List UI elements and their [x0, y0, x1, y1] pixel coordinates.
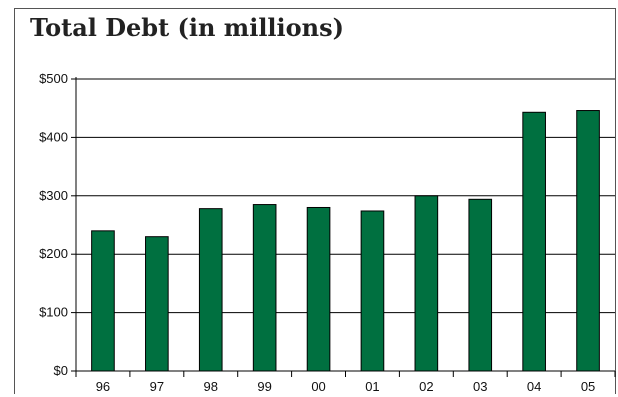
tick-labels: $0 $100 $200 $300 $400 $500 96 97 98 99 00 01 02 03 04… — [39, 71, 595, 394]
x-tick-label: 99 — [257, 379, 271, 394]
bar-98 — [198, 208, 223, 372]
y-tick-label: $200 — [39, 246, 68, 261]
x-tick-label: 00 — [311, 379, 325, 394]
bar-03 — [468, 198, 493, 372]
x-tick-label: 03 — [473, 379, 487, 394]
axes — [71, 77, 616, 377]
bars — [91, 110, 600, 372]
bar-96 — [91, 230, 115, 372]
y-tick-label: $400 — [39, 129, 68, 144]
x-tick-label: 05 — [581, 379, 595, 394]
bar-05 — [576, 110, 600, 372]
bar-97 — [145, 236, 169, 372]
bar-00 — [306, 206, 331, 372]
chart-frame — [14, 8, 616, 394]
y-tick-label: $100 — [39, 305, 68, 320]
x-tick-label: 96 — [96, 379, 110, 394]
y-tick-label: $0 — [54, 363, 68, 378]
x-tick-label: 01 — [365, 379, 379, 394]
chart-title: Total Debt (in millions) — [30, 13, 344, 42]
bar-01 — [360, 210, 385, 372]
y-tick-label: $300 — [39, 188, 68, 203]
bar-02 — [414, 195, 439, 372]
bar-99 — [252, 204, 277, 372]
x-tick-label: 98 — [204, 379, 218, 394]
x-tick-label: 97 — [150, 379, 164, 394]
y-tick-label: $500 — [39, 71, 68, 86]
bar-04 — [522, 111, 546, 372]
x-tick-label: 02 — [419, 379, 433, 394]
x-tick-label: 04 — [527, 379, 541, 394]
